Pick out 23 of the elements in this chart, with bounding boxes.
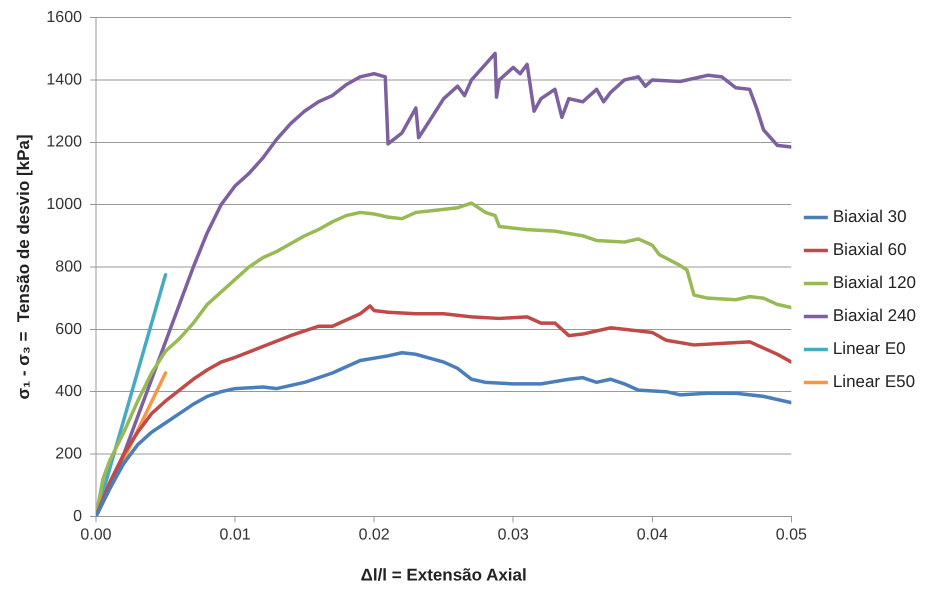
x-axis-title: Δl/l = Extensão Axial [360,565,527,584]
y-tick-label: 1600 [46,9,82,26]
x-tick-label: 0.00 [80,526,112,544]
y-tick-label: 200 [55,445,82,462]
legend-label: Biaxial 30 [832,207,907,226]
y-tick-label: 400 [55,383,82,400]
x-tick-label: 0.01 [219,526,251,544]
y-tick-label: 1400 [46,71,82,88]
y-tick-label: 1000 [46,196,82,214]
x-tick-label: 0.05 [776,526,808,544]
legend-label: Biaxial 120 [832,273,916,292]
y-tick-label: 800 [55,258,82,276]
y-axis-title: σ₁ - σ₃ = Tensão de desvio [kPa] [14,134,33,400]
x-tick-label: 0.02 [358,526,390,544]
y-tick-label: 1200 [46,134,82,151]
y-tick-label: 600 [55,320,82,338]
legend-label: Linear E50 [832,372,916,392]
legend-label: Biaxial 60 [832,240,907,260]
x-tick-label: 0.03 [498,526,529,544]
y-tick-label: 0 [73,508,82,525]
legend-label: Linear E0 [832,339,906,358]
x-tick-label: 0.04 [636,526,668,544]
legend-label: Biaxial 240 [832,306,916,326]
